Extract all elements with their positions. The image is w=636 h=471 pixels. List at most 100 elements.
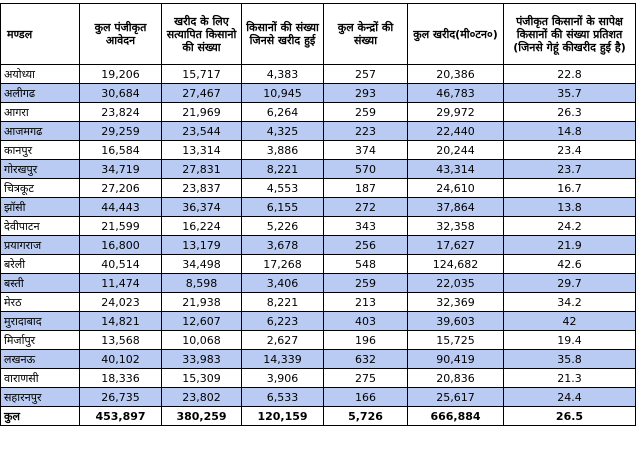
value-cell: 13.8 bbox=[503, 197, 636, 217]
value-cell: 43,314 bbox=[407, 159, 504, 179]
value-cell: 15,725 bbox=[407, 330, 504, 350]
value-cell: 12,607 bbox=[161, 311, 242, 331]
value-cell: 6,533 bbox=[241, 387, 324, 407]
value-cell: 42.6 bbox=[503, 254, 636, 274]
value-cell: 21.9 bbox=[503, 235, 636, 255]
value-cell: 27,831 bbox=[161, 159, 242, 179]
value-cell: 10,945 bbox=[241, 83, 324, 103]
division-name-cell: मेरठ bbox=[0, 292, 80, 312]
value-cell: 124,682 bbox=[407, 254, 504, 274]
value-cell: 26.3 bbox=[503, 102, 636, 122]
value-cell: 24,610 bbox=[407, 178, 504, 198]
division-name-cell: बरेली bbox=[0, 254, 80, 274]
table-row: अयोध्या 19,206 15,717 4,383 257 20,386 22.8 bbox=[0, 64, 636, 84]
header-percentage: पंजीकृत किसानों के सापेक्ष किसानों की सं… bbox=[503, 3, 636, 65]
value-cell: 8,221 bbox=[241, 292, 324, 312]
value-cell: 5,226 bbox=[241, 216, 324, 236]
table-row: आगरा 23,824 21,969 6,264 259 29,972 26.3 bbox=[0, 102, 636, 122]
value-cell: 343 bbox=[323, 216, 408, 236]
value-cell: 548 bbox=[323, 254, 408, 274]
table-row: झॉसी 44,443 36,374 6,155 272 37,864 13.8 bbox=[0, 197, 636, 217]
table-row: सहारनपुर 26,735 23,802 6,533 166 25,617 24.4 bbox=[0, 387, 636, 407]
value-cell: 23.7 bbox=[503, 159, 636, 179]
value-cell: 29.7 bbox=[503, 273, 636, 293]
value-cell: 21,599 bbox=[79, 216, 162, 236]
value-cell: 6,264 bbox=[241, 102, 324, 122]
value-cell: 259 bbox=[323, 102, 408, 122]
table-row: कानपुर 16,584 13,314 3,886 374 20,244 23.4 bbox=[0, 140, 636, 160]
value-cell: 33,983 bbox=[161, 349, 242, 369]
value-cell: 42 bbox=[503, 311, 636, 331]
value-cell: 3,406 bbox=[241, 273, 324, 293]
division-name-cell: अयोध्या bbox=[0, 64, 80, 84]
value-cell: 15,309 bbox=[161, 368, 242, 388]
total-label-cell: कुल bbox=[0, 406, 80, 426]
value-cell: 23,837 bbox=[161, 178, 242, 198]
value-cell: 6,155 bbox=[241, 197, 324, 217]
value-cell: 32,358 bbox=[407, 216, 504, 236]
value-cell: 24.4 bbox=[503, 387, 636, 407]
total-value-cell: 453,897 bbox=[79, 406, 162, 426]
value-cell: 24.2 bbox=[503, 216, 636, 236]
table-row: आजमगढ 29,259 23,544 4,325 223 22,440 14.8 bbox=[0, 121, 636, 141]
division-name-cell: कानपुर bbox=[0, 140, 80, 160]
value-cell: 27,206 bbox=[79, 178, 162, 198]
value-cell: 30,684 bbox=[79, 83, 162, 103]
value-cell: 8,598 bbox=[161, 273, 242, 293]
header-verified-farmers: खरीद के लिए सत्यापित किसानो की संख्या bbox=[161, 3, 242, 65]
value-cell: 15,717 bbox=[161, 64, 242, 84]
value-cell: 3,678 bbox=[241, 235, 324, 255]
total-row: कुल 453,897 380,259 120,159 5,726 666,884 26.5 bbox=[0, 406, 636, 426]
value-cell: 3,886 bbox=[241, 140, 324, 160]
value-cell: 374 bbox=[323, 140, 408, 160]
table-row: वाराणसी 18,336 15,309 3,906 275 20,836 21.3 bbox=[0, 368, 636, 388]
table-row: अलीगढ 30,684 27,467 10,945 293 46,783 35.7 bbox=[0, 83, 636, 103]
header-total-centres: कुल केन्द्रों की संख्या bbox=[323, 3, 408, 65]
table-row: मुरादाबाद 14,821 12,607 6,223 403 39,603 42 bbox=[0, 311, 636, 331]
value-cell: 2,627 bbox=[241, 330, 324, 350]
division-name-cell: वाराणसी bbox=[0, 368, 80, 388]
value-cell: 37,864 bbox=[407, 197, 504, 217]
table-body: अयोध्या 19,206 15,717 4,383 257 20,386 22.8 अली… bbox=[0, 64, 636, 426]
value-cell: 34,498 bbox=[161, 254, 242, 274]
division-name-cell: झॉसी bbox=[0, 197, 80, 217]
header-farmers-purchased: किसानों की संख्या जिनसे खरीद हुई bbox=[241, 3, 324, 65]
value-cell: 16,584 bbox=[79, 140, 162, 160]
value-cell: 16,800 bbox=[79, 235, 162, 255]
value-cell: 403 bbox=[323, 311, 408, 331]
value-cell: 14.8 bbox=[503, 121, 636, 141]
value-cell: 8,221 bbox=[241, 159, 324, 179]
procurement-table-container: मण्डल कुल पंजीकृत आवेदन खरीद के लिए सत्य… bbox=[0, 3, 636, 426]
value-cell: 35.7 bbox=[503, 83, 636, 103]
value-cell: 10,068 bbox=[161, 330, 242, 350]
value-cell: 46,783 bbox=[407, 83, 504, 103]
value-cell: 18,336 bbox=[79, 368, 162, 388]
value-cell: 20,244 bbox=[407, 140, 504, 160]
value-cell: 11,474 bbox=[79, 273, 162, 293]
value-cell: 26,735 bbox=[79, 387, 162, 407]
division-name-cell: मुरादाबाद bbox=[0, 311, 80, 331]
value-cell: 256 bbox=[323, 235, 408, 255]
table-row: मेरठ 24,023 21,938 8,221 213 32,369 34.2 bbox=[0, 292, 636, 312]
value-cell: 187 bbox=[323, 178, 408, 198]
header-row: मण्डल कुल पंजीकृत आवेदन खरीद के लिए सत्य… bbox=[0, 3, 636, 65]
value-cell: 22,035 bbox=[407, 273, 504, 293]
header-registered-applications: कुल पंजीकृत आवेदन bbox=[79, 3, 162, 65]
value-cell: 27,467 bbox=[161, 83, 242, 103]
value-cell: 16,224 bbox=[161, 216, 242, 236]
value-cell: 90,419 bbox=[407, 349, 504, 369]
value-cell: 16.7 bbox=[503, 178, 636, 198]
value-cell: 21.3 bbox=[503, 368, 636, 388]
value-cell: 35.8 bbox=[503, 349, 636, 369]
division-name-cell: गोरखपुर bbox=[0, 159, 80, 179]
value-cell: 13,568 bbox=[79, 330, 162, 350]
value-cell: 19,206 bbox=[79, 64, 162, 84]
division-name-cell: देवीपाटन bbox=[0, 216, 80, 236]
division-name-cell: बस्ती bbox=[0, 273, 80, 293]
header-division: मण्डल bbox=[0, 3, 80, 65]
value-cell: 19.4 bbox=[503, 330, 636, 350]
division-name-cell: लखनऊ bbox=[0, 349, 80, 369]
value-cell: 20,836 bbox=[407, 368, 504, 388]
value-cell: 3,906 bbox=[241, 368, 324, 388]
value-cell: 24,023 bbox=[79, 292, 162, 312]
